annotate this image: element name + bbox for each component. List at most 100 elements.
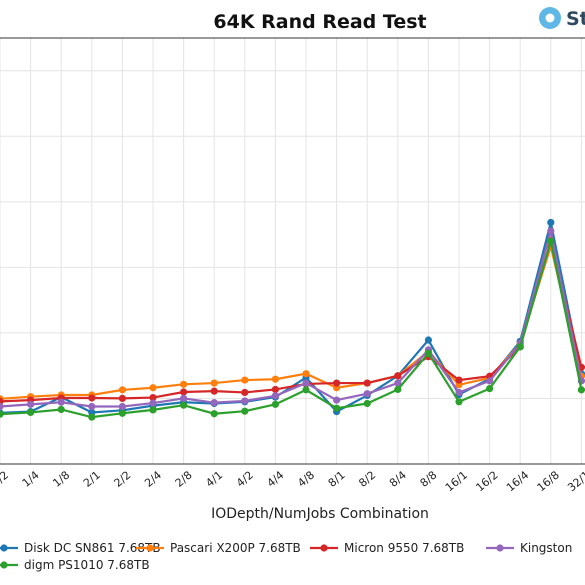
legend: Disk DC SN861 7.68TB Pascari X200P 7.68TB…: [0, 541, 572, 572]
data-point: [27, 408, 35, 417]
data-point: [241, 397, 249, 405]
data-point: [180, 401, 188, 409]
x-tick-label: 8/8: [418, 468, 440, 489]
data-point: [333, 404, 341, 412]
data-point: [302, 379, 310, 387]
x-tick-label: 4/4: [265, 468, 287, 489]
data-point: [271, 375, 279, 383]
legend-label: Kingston: [520, 541, 572, 555]
chart-title: 64K Rand Read Test: [213, 11, 426, 33]
data-point: [27, 400, 35, 408]
x-tick-label: 2/8: [173, 468, 195, 489]
x-tick-label: 16/8: [535, 468, 562, 494]
legend-item: Pascari X200P 7.68TB: [136, 541, 301, 555]
data-point: [118, 409, 126, 417]
data-point: [455, 398, 463, 406]
data-point: [149, 406, 157, 414]
data-point: [0, 410, 4, 418]
legend-swatch-marker: [0, 544, 8, 552]
data-point: [486, 384, 494, 393]
data-point: [363, 390, 371, 398]
data-point: [455, 388, 463, 397]
legend-label: Micron 9550 7.68TB: [344, 541, 464, 555]
data-point: [0, 402, 4, 411]
data-point: [149, 399, 157, 407]
data-point: [394, 379, 402, 387]
data-point: [455, 376, 463, 384]
x-tick-label: 8/4: [387, 468, 409, 489]
plot-area: [0, 37, 585, 465]
x-tick-label: 16/2: [473, 468, 500, 494]
data-point: [547, 227, 555, 235]
x-tick-label: 2/1: [81, 468, 103, 489]
data-point: [180, 380, 188, 388]
data-point: [394, 372, 402, 380]
legend-swatch-marker: [320, 544, 328, 552]
series-line: [0, 230, 585, 408]
series-4: [0, 237, 585, 421]
data-point: [241, 388, 249, 397]
legend-label: Pascari X200P 7.68TB: [170, 541, 301, 555]
data-point: [577, 386, 585, 394]
data-point: [302, 370, 310, 378]
series-line: [0, 242, 585, 400]
legend-swatch-marker: [496, 544, 504, 552]
data-point: [363, 379, 371, 387]
data-point: [271, 400, 279, 408]
data-point: [149, 393, 157, 402]
data-point: [547, 237, 555, 245]
data-point: [241, 376, 249, 384]
data-point: [516, 343, 524, 351]
logo-text: St: [566, 8, 585, 30]
data-point: [210, 379, 218, 387]
data-point: [210, 410, 218, 418]
data-point: [302, 386, 310, 394]
x-tick-labels: 1/2 1/4 1/8 2/1 2/2 2/4 2/8 4/1 4/2 4/4 4/8 8/1 8/2 8…: [0, 468, 585, 494]
legend-swatch-marker: [0, 561, 8, 569]
legend-item: Disk DC SN861 7.68TB: [0, 541, 161, 555]
x-tick-label: 2/2: [112, 468, 134, 489]
legend-item: Micron 9550 7.68TB: [310, 541, 464, 555]
legend-swatch-marker: [146, 544, 154, 552]
data-point: [394, 385, 402, 394]
x-tick-label: 4/1: [203, 468, 225, 489]
series-layer: [0, 218, 585, 421]
x-tick-label: 4/2: [234, 468, 256, 489]
data-point: [271, 385, 279, 394]
grid: [0, 38, 585, 464]
x-axis-label: IODepth/NumJobs Combination: [211, 506, 429, 522]
series-line: [0, 222, 585, 414]
data-point: [424, 349, 432, 357]
data-point: [333, 379, 341, 387]
data-point: [88, 413, 96, 421]
data-point: [118, 394, 126, 402]
logo: St: [539, 7, 585, 30]
data-point: [118, 402, 126, 411]
data-point: [180, 388, 188, 396]
x-tick-label: 16/1: [443, 468, 470, 494]
data-point: [424, 336, 432, 344]
x-tick-label: 8/2: [356, 468, 378, 489]
x-tick-label: 1/2: [0, 468, 11, 489]
data-point: [88, 394, 96, 402]
data-point: [486, 377, 494, 385]
legend-item: Kingston: [486, 541, 572, 555]
x-tick-label: 8/1: [326, 468, 348, 489]
legend-label: Disk DC SN861 7.68TB: [24, 541, 161, 555]
legend-label: digm PS1010 7.68TB: [24, 558, 150, 572]
x-tick-label: 1/8: [50, 468, 72, 489]
data-point: [118, 386, 126, 394]
data-point: [241, 407, 249, 415]
data-point: [149, 384, 157, 392]
data-point: [88, 402, 96, 411]
data-point: [57, 398, 65, 406]
x-tick-label: 2/4: [142, 468, 164, 489]
x-tick-label: 1/4: [20, 468, 42, 489]
data-point: [271, 392, 279, 400]
data-point: [547, 218, 555, 227]
series-3: [0, 227, 585, 411]
data-point: [210, 387, 218, 395]
legend-item: digm PS1010 7.68TB: [0, 558, 150, 572]
data-point: [363, 399, 371, 408]
